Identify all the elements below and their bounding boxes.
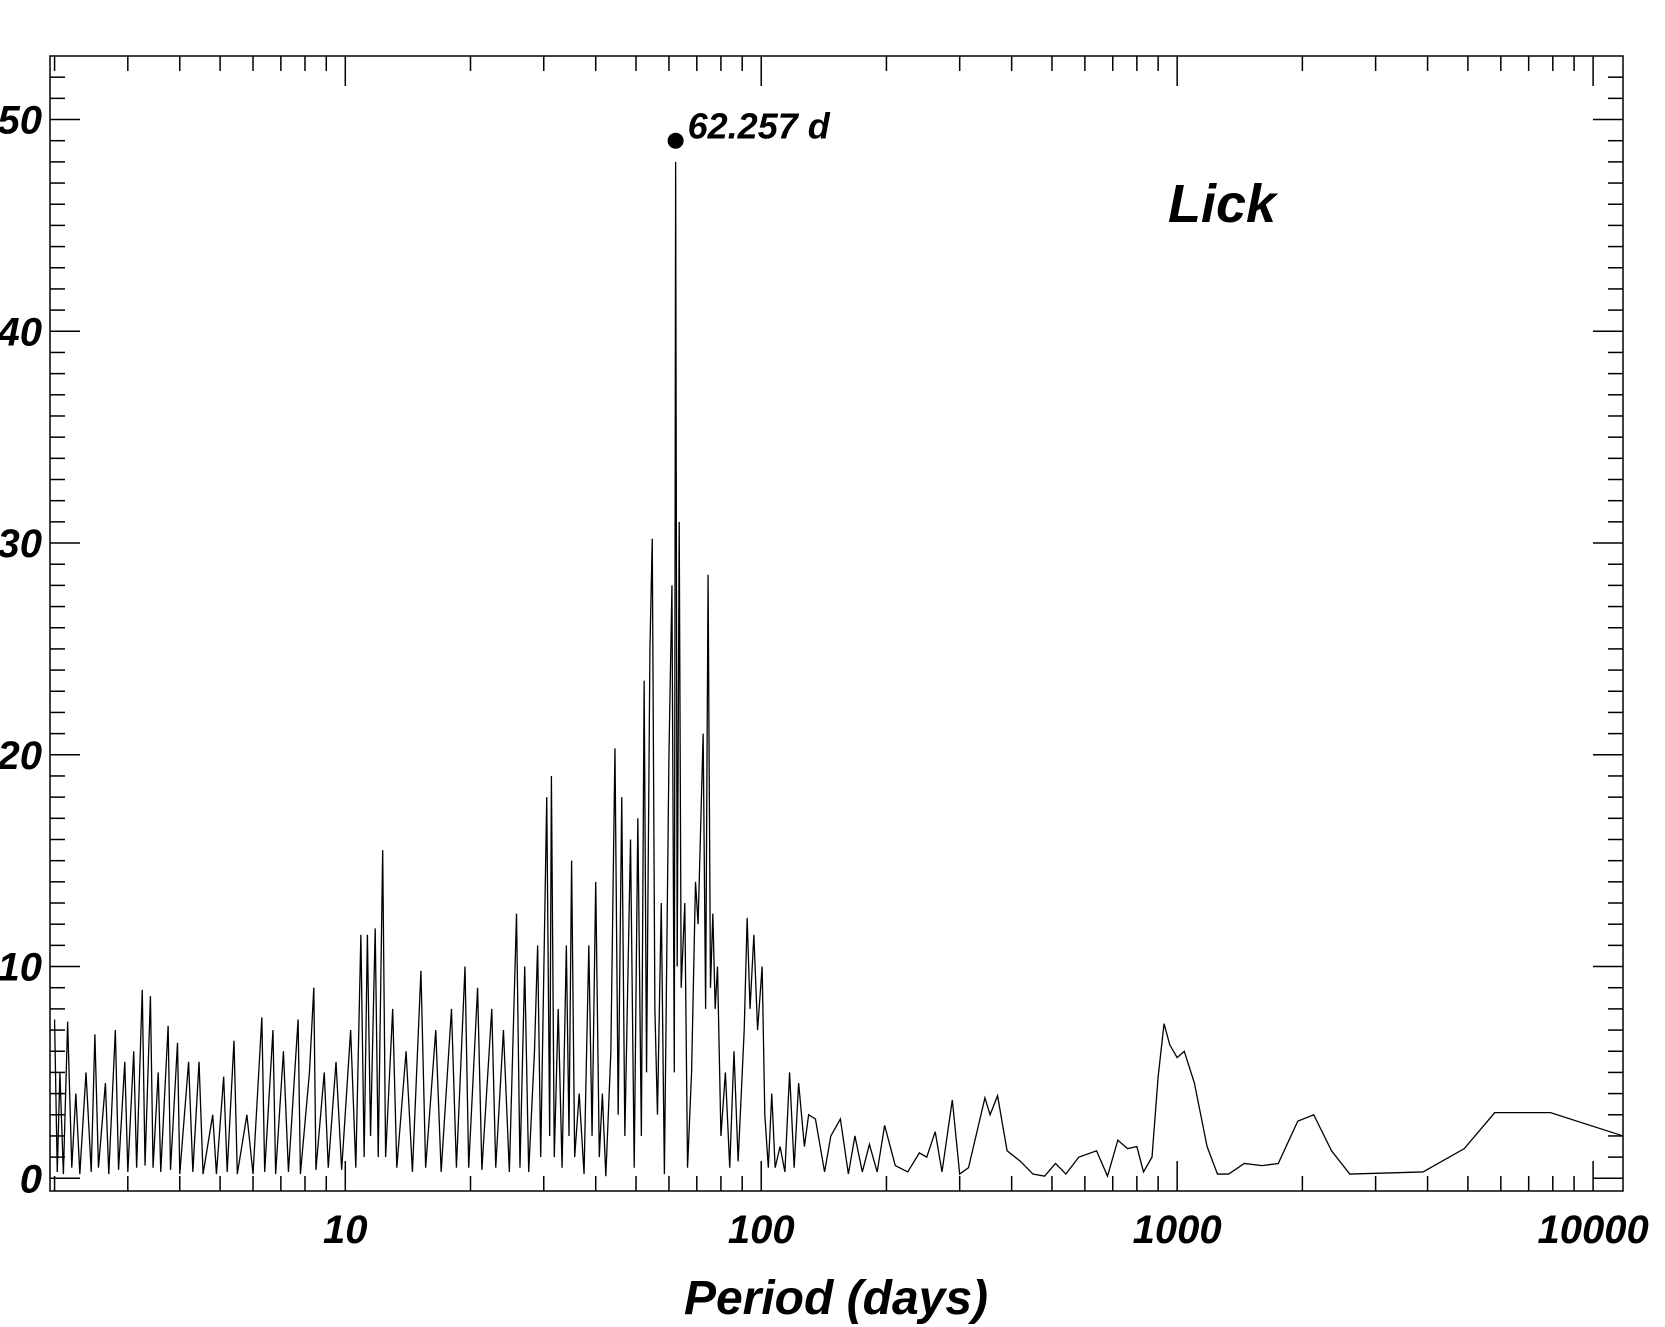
y-tick-label: 0 [20,1157,42,1201]
peak-label: 62.257 d [688,106,831,147]
y-tick-label: 50 [0,99,42,143]
x-tick-label: 1000 [1133,1208,1222,1252]
peak-marker [667,132,684,149]
y-tick-label: 30 [0,522,42,566]
x-tick-label: 10000 [1537,1208,1648,1252]
y-tick-label: 40 [0,310,42,354]
x-tick-label: 100 [728,1208,795,1252]
plot-frame [49,55,1624,1192]
x-axis-label: Period (days) [684,1272,988,1325]
panel-label: Lick [1168,174,1279,234]
y-tick-label: 10 [0,946,42,990]
y-tick-label: 20 [0,734,42,778]
periodogram-line [53,161,1624,1179]
x-tick-label: 10 [323,1208,368,1252]
